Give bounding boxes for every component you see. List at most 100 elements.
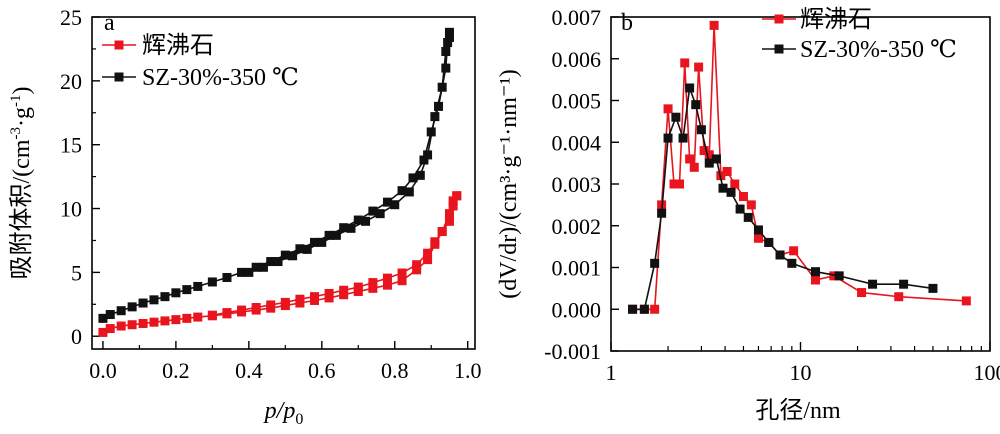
panel-b-point: [899, 279, 909, 289]
panel-a-point: [280, 250, 290, 260]
panel-a-xtick-label: 0.8: [381, 358, 409, 383]
panel-a-point: [423, 248, 433, 258]
panel-a-point: [171, 315, 181, 325]
panel-b-legend: 辉沸石 SZ-30%-350 ℃: [762, 6, 957, 63]
panel-a-point: [207, 310, 217, 320]
panel-b-point: [639, 304, 649, 314]
panel-b-point: [726, 187, 736, 197]
panel-b-point: [735, 204, 745, 214]
panel-a-point: [412, 265, 422, 275]
panel-a-ticks: 0.0 0.2 0.4 0.6 0.8 1.0 0 5 10 15 20 25: [60, 5, 481, 383]
panel-b-label: b: [621, 10, 633, 36]
panel-a-point: [116, 306, 126, 316]
panel-a-point: [423, 150, 433, 160]
panel-a-point: [437, 82, 447, 92]
panel-a-point: [105, 324, 115, 334]
panel-a-point: [408, 173, 418, 183]
panel-a-point: [288, 251, 298, 261]
panel-b-ytick-label: 0.006: [552, 47, 602, 72]
panel-a-ytick-label: 25: [60, 5, 82, 30]
panel-a-point: [404, 187, 414, 197]
panel-a-point: [244, 267, 254, 277]
panel-a-point: [448, 196, 458, 206]
panel-a-point: [444, 32, 454, 42]
panel-a-point: [266, 257, 276, 267]
panel-b-legend-marker: [774, 14, 784, 24]
panel-a-point: [423, 255, 433, 265]
panel-a-legend-marker: [114, 72, 124, 82]
panel-b-point: [663, 133, 673, 143]
panel-a-ylabel-sup1: -3: [8, 127, 24, 140]
panel-a-point: [368, 206, 378, 216]
panel-b-ytick-label: 0.005: [552, 89, 602, 114]
panel-a-point: [397, 268, 407, 278]
panel-b-point: [811, 267, 821, 277]
panel-a-point: [222, 272, 232, 282]
panel-a-point: [397, 276, 407, 286]
panel-b-ytick-label: 0.001: [552, 256, 602, 281]
panel-a-point: [415, 170, 425, 180]
panel-a-point: [444, 216, 454, 226]
panel-b-point: [678, 133, 688, 143]
panel-a-point: [149, 295, 159, 305]
panel-b-legend-label: 辉沸石: [800, 6, 872, 33]
panel-a-frame: [91, 16, 476, 350]
panel-b-xlabel: 孔径/nm: [755, 397, 841, 424]
panel-a-point: [452, 191, 462, 201]
panel-a-point: [382, 273, 392, 283]
panel-b-point: [928, 283, 938, 293]
panel-b-point: [628, 304, 638, 314]
panel-a-point: [138, 298, 148, 308]
panel-a-xtick-label: 0.0: [89, 358, 117, 383]
panel-a-point: [273, 257, 283, 267]
panel-b-point: [787, 258, 797, 268]
panel-b-point: [811, 275, 821, 285]
panel-a-ylabel-main: 吸附体积/(cm: [8, 139, 35, 279]
panel-b-point: [704, 150, 714, 160]
panel-a-point: [280, 297, 290, 307]
panel-a-point: [193, 312, 203, 322]
panel-a-point: [390, 200, 400, 210]
panel-b-point: [650, 304, 660, 314]
panel-b-point: [689, 162, 699, 172]
panel-a-ytick-label: 0: [71, 324, 82, 349]
panel-b-point: [718, 183, 728, 193]
panel-a-point: [193, 281, 203, 291]
panel-a-point: [105, 310, 115, 320]
panel-b-point: [857, 288, 867, 298]
panel-a-label: a: [104, 10, 115, 36]
panel-a-point: [251, 262, 261, 272]
panel-b-ytick-label: 0.004: [552, 130, 602, 155]
panel-b-point: [675, 179, 685, 189]
panel-a-ylabel: 吸附体积/(cm-3·g-1): [8, 87, 35, 280]
panel-a-point: [434, 101, 444, 111]
panel-b-point: [704, 158, 714, 168]
panel-b-point: [663, 104, 673, 114]
panel-b-series-zeolite: [628, 20, 971, 314]
panel-a-point: [182, 313, 192, 323]
panel-b-point: [657, 208, 667, 218]
panel-b-point: [699, 146, 709, 156]
panel-a-point: [444, 209, 454, 219]
panel-b-point: [711, 154, 721, 164]
panel-a-xtick-label: 1.0: [454, 358, 482, 383]
panel-a-point: [441, 46, 451, 56]
panel-a-xtick-label: 0.4: [235, 358, 263, 383]
panel-a-point: [361, 216, 371, 226]
panel-a-point: [237, 267, 247, 277]
panel-b-ytick-label: 0.000: [552, 297, 602, 322]
panel-b-xtick-label: 10: [790, 360, 812, 385]
panel-b-point: [743, 212, 753, 222]
panel-b-frame: [610, 16, 991, 352]
panel-a-point: [302, 244, 312, 254]
panel-a-point: [266, 300, 276, 310]
panel-a-xlabel-sub: 0: [295, 411, 303, 428]
panel-b-xtick-label: 100: [974, 360, 1000, 385]
panel-a-point: [182, 285, 192, 295]
panel-a-point: [116, 321, 126, 331]
panel-b-point: [709, 20, 719, 30]
panel-b-point: [961, 296, 971, 306]
panel-a-point: [397, 186, 407, 196]
panel-a-point: [430, 237, 440, 247]
